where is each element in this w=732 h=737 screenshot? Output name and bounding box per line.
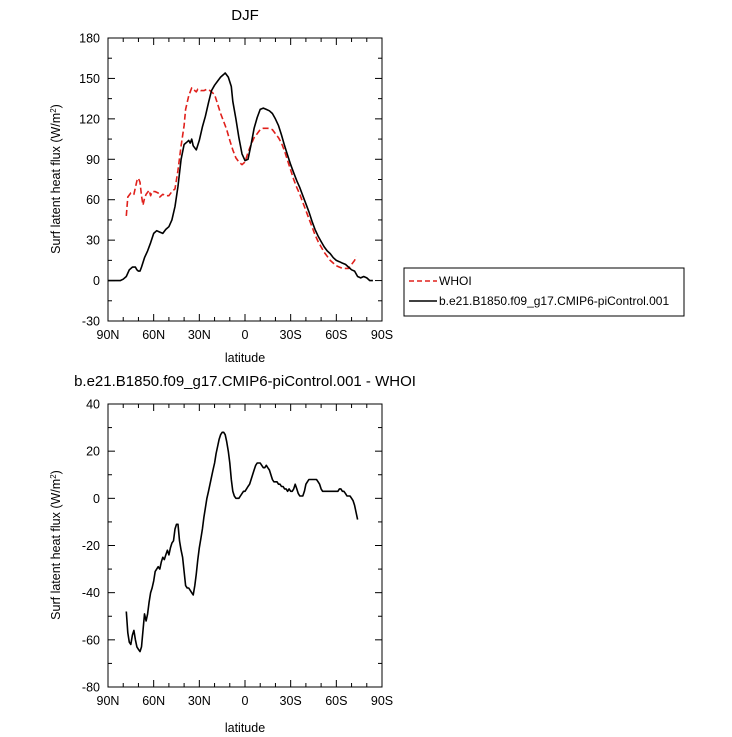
- top-chart-legend: WHOI b.e21.B1850.f09_g17.CMIP6-piControl…: [403, 267, 685, 317]
- bottom-x-tick-label: 90S: [371, 694, 393, 708]
- top-chart-plot-area: [108, 72, 373, 282]
- bottom-chart-panel: b.e21.B1850.f09_g17.CMIP6-piControl.001 …: [49, 373, 416, 735]
- top-chart-axes: 90N 60N 30N 0 30S 60S 90S -30 0 30 60 90 120 150 180: [79, 32, 393, 343]
- top-series-line-1: [125, 87, 357, 270]
- top-series-line-2: [108, 72, 373, 282]
- top-chart-frame: [107, 37, 383, 322]
- bottom-x-tick-label: 60S: [325, 694, 347, 708]
- top-y-tick-label: 60: [86, 193, 100, 207]
- bottom-chart-title: b.e21.B1850.f09_g17.CMIP6-piControl.001 …: [74, 373, 416, 390]
- bottom-y-tick-label: -80: [82, 681, 100, 695]
- legend-label-whoi: WHOI: [439, 274, 472, 288]
- top-x-tick-label: 30S: [280, 328, 302, 342]
- top-x-tick-label: 90S: [371, 328, 393, 342]
- top-y-tick-label: 120: [79, 112, 100, 126]
- top-chart-title: DJF: [231, 7, 259, 24]
- bottom-chart-x-label: latitude: [225, 721, 265, 735]
- top-x-tick-label: 0: [242, 328, 249, 342]
- bottom-x-tick-label: 60N: [142, 694, 165, 708]
- bottom-x-tick-label: 0: [242, 694, 249, 708]
- bottom-chart-frame: [107, 403, 383, 688]
- bottom-x-tick-label: 30S: [280, 694, 302, 708]
- bottom-y-tick-label: 0: [93, 492, 100, 506]
- top-y-tick-label: 150: [79, 72, 100, 86]
- bottom-series-line-1: [125, 431, 359, 653]
- legend-box: [403, 267, 685, 317]
- top-y-tick-label: 90: [86, 153, 100, 167]
- bottom-x-tick-label: 90N: [97, 694, 120, 708]
- top-chart-y-label: Surf latent heat flux (W/m2): [49, 104, 64, 254]
- bottom-chart-y-label: Surf latent heat flux (W/m2): [49, 470, 64, 620]
- top-x-tick-label: 60S: [325, 328, 347, 342]
- top-y-tick-label: 180: [79, 32, 100, 46]
- bottom-y-tick-label: 40: [86, 398, 100, 412]
- top-x-tick-label: 30N: [188, 328, 211, 342]
- bottom-x-tick-label: 30N: [188, 694, 211, 708]
- top-chart-x-label: latitude: [225, 351, 265, 365]
- top-chart-panel: DJF 90N 60N 30N 0 30S 60S 90S -30 0 30 60 90 120 150 1…: [49, 7, 685, 365]
- bottom-y-tick-label: -20: [82, 539, 100, 553]
- bottom-y-tick-label: -40: [82, 586, 100, 600]
- bottom-y-tick-label: 20: [86, 445, 100, 459]
- top-y-tick-label: 0: [93, 274, 100, 288]
- legend-label-model: b.e21.B1850.f09_g17.CMIP6-piControl.001: [439, 294, 669, 308]
- bottom-chart-plot-area: [125, 431, 359, 653]
- bottom-chart-axes: 90N 60N 30N 0 30S 60S 90S -80 -60 -40 -20 0 20 40: [82, 398, 393, 709]
- top-x-tick-label: 90N: [97, 328, 120, 342]
- top-y-tick-label: -30: [82, 315, 100, 329]
- top-y-tick-label: 30: [86, 234, 100, 248]
- top-x-tick-label: 60N: [142, 328, 165, 342]
- bottom-y-tick-label: -60: [82, 633, 100, 647]
